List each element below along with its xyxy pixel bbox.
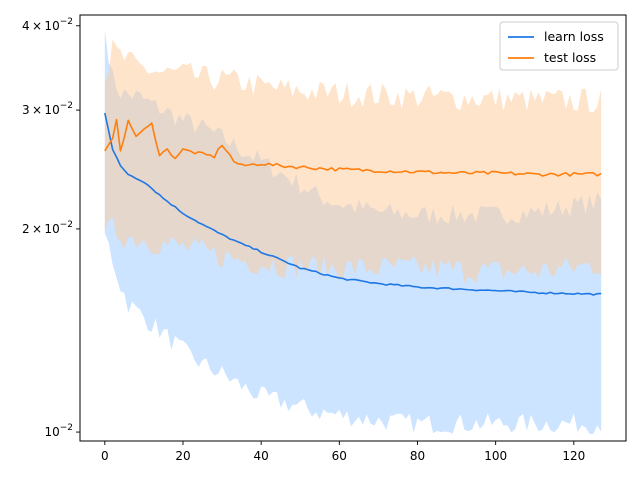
- legend-label-learn-loss: learn loss: [544, 29, 604, 44]
- test-loss-line: [104, 118, 602, 177]
- y-tick-label: 2 × 10−2: [22, 220, 73, 236]
- axes-border: [79, 14, 627, 442]
- legend: learn loss test loss: [499, 21, 619, 71]
- y-tick-label: 3 × 10−2: [22, 101, 73, 117]
- y-axis-ticks: 4 × 10−2 3 × 10−2 2 × 10−2 10−2: [22, 17, 80, 439]
- learn-loss-line: [104, 112, 602, 296]
- x-tick-label: 0: [101, 449, 109, 463]
- x-axis-ticks: 0 20 40 60 80 100 120: [101, 441, 585, 463]
- series-lines: [104, 112, 602, 296]
- confidence-bands: [104, 29, 602, 434]
- legend-label-test-loss: test loss: [544, 50, 596, 65]
- x-tick-label: 80: [410, 449, 425, 463]
- y-tick-label: 10−2: [44, 423, 73, 439]
- x-tick-label: 20: [175, 449, 190, 463]
- x-tick-label: 120: [562, 449, 585, 463]
- x-tick-label: 100: [484, 449, 507, 463]
- y-tick-label: 4 × 10−2: [22, 17, 73, 33]
- x-tick-label: 60: [332, 449, 347, 463]
- plot-frame: [79, 14, 627, 442]
- x-tick-label: 40: [254, 449, 269, 463]
- test-loss-band: [104, 39, 602, 284]
